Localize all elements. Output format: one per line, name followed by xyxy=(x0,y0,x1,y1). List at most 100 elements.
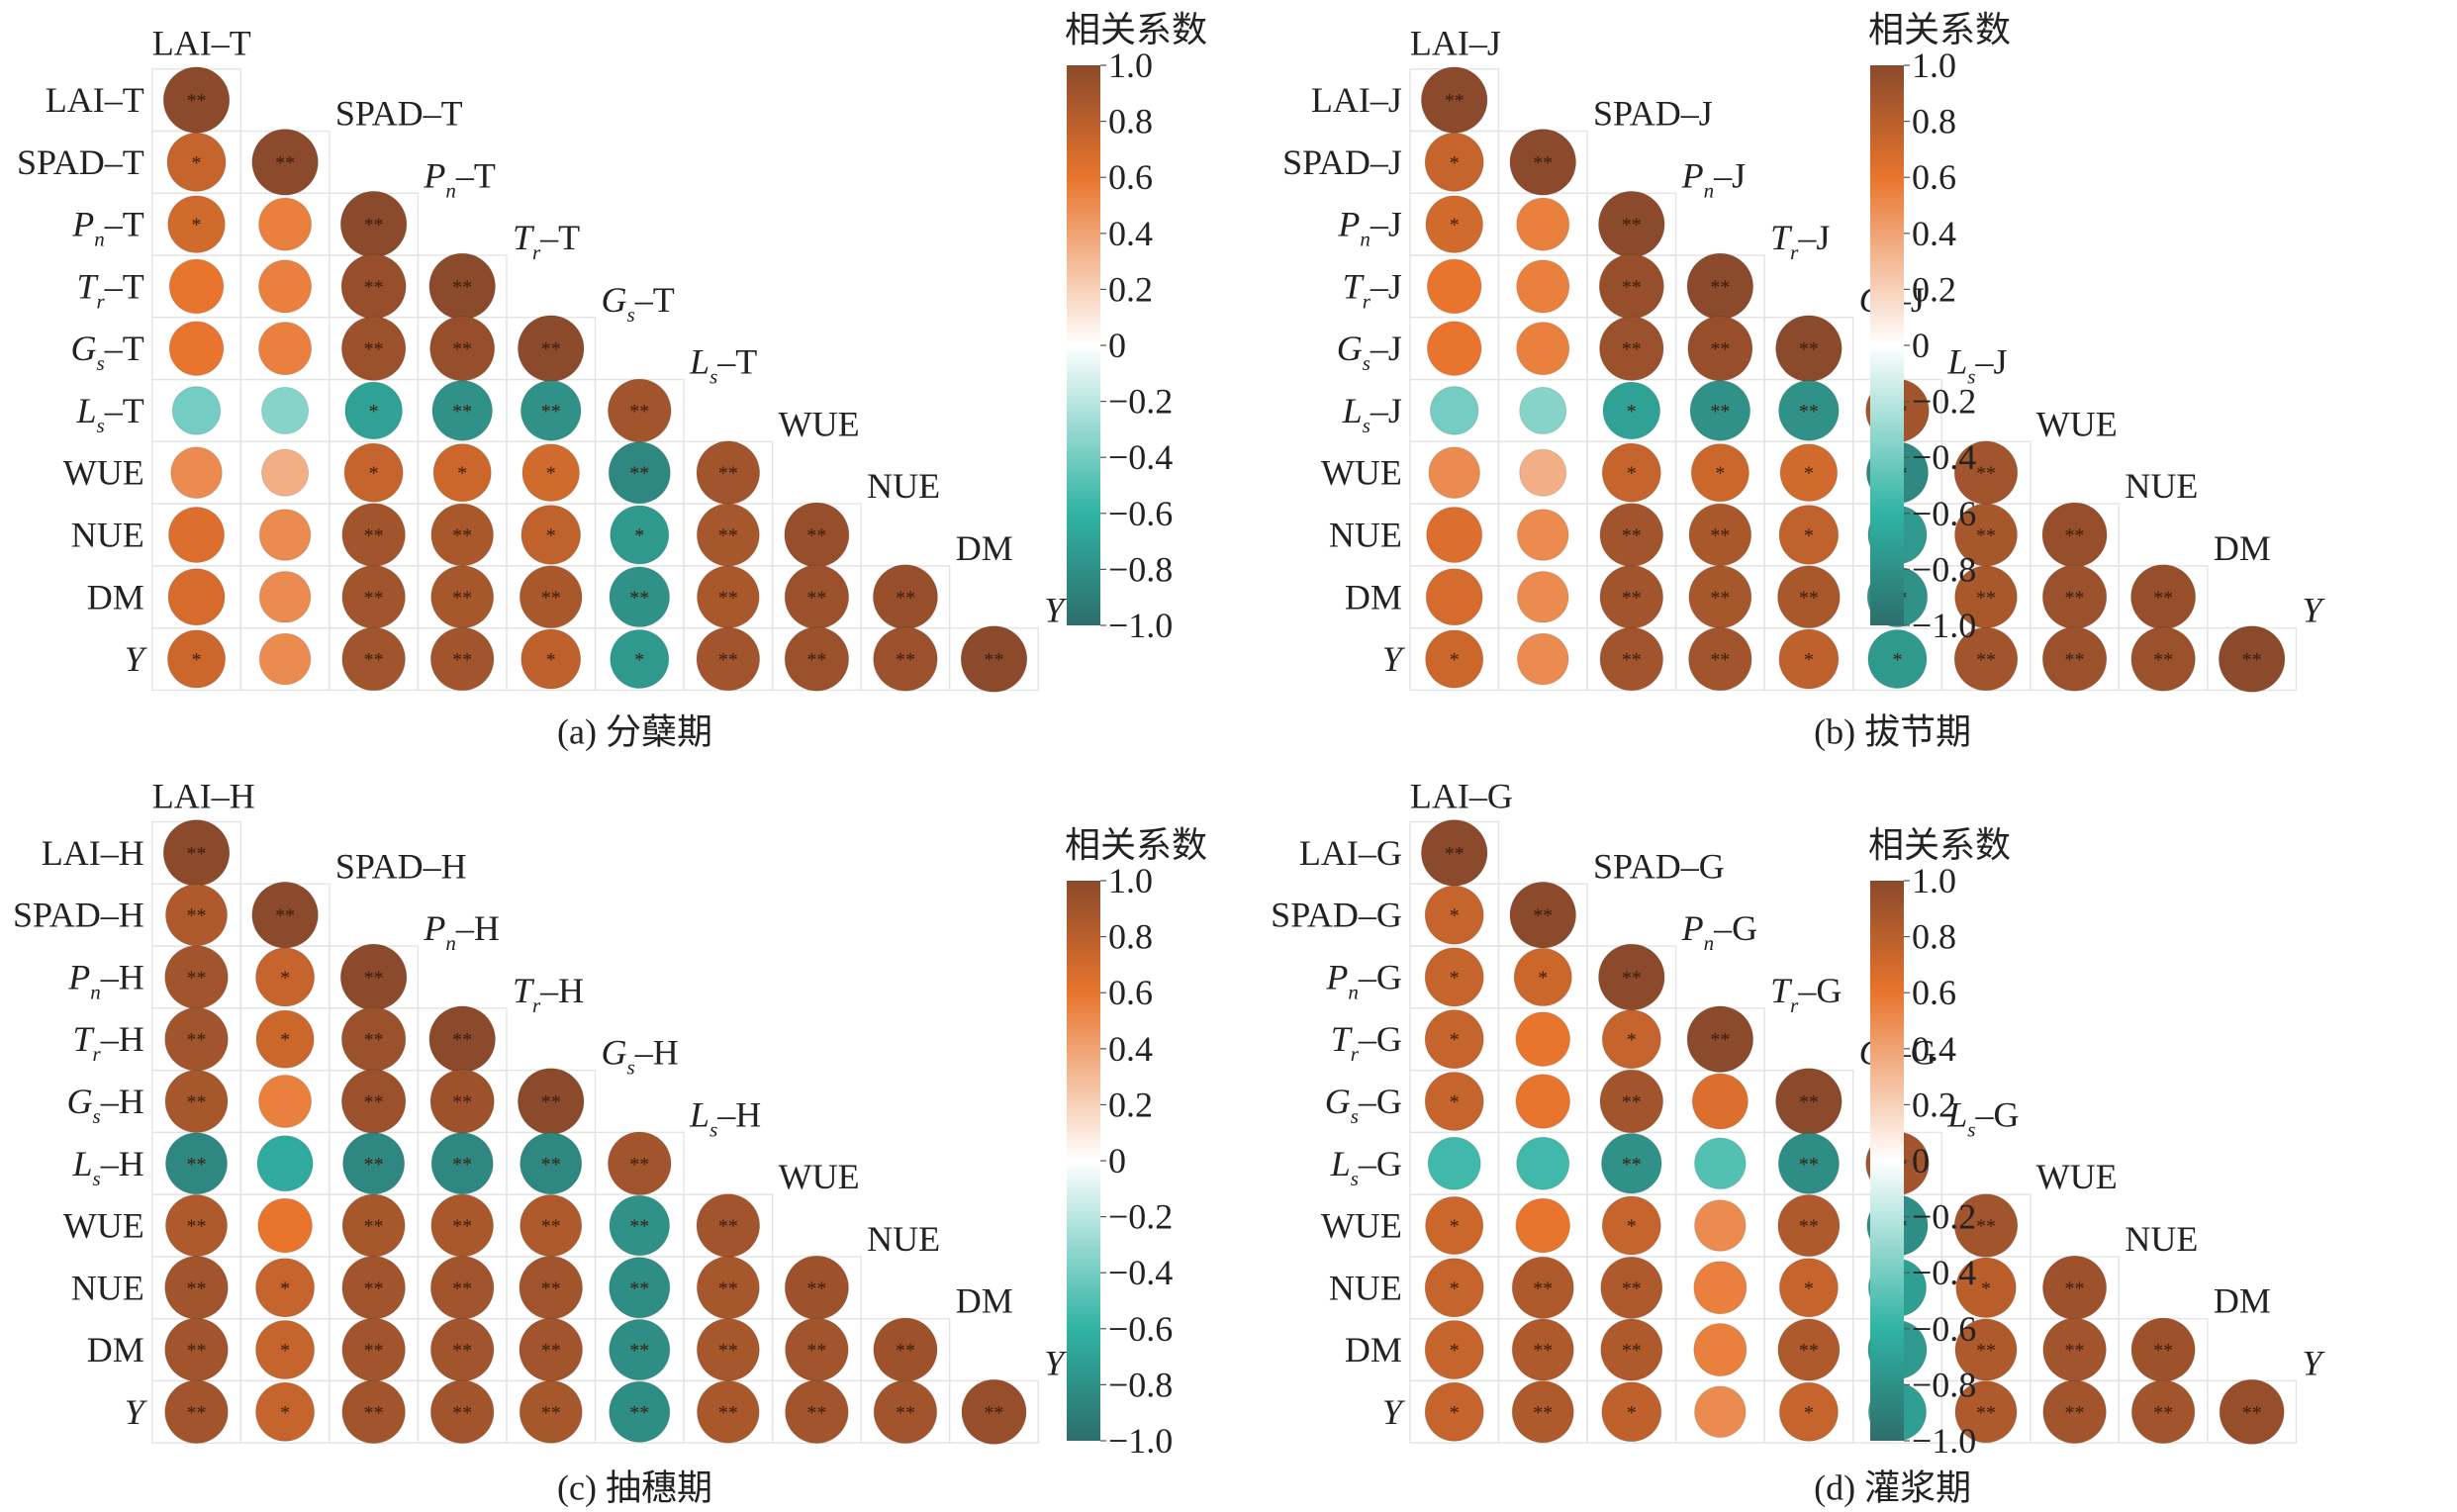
row-label: Tr–G xyxy=(1331,1019,1402,1066)
correlation-circle xyxy=(1954,1318,2018,1381)
correlation-circle xyxy=(1429,386,1479,435)
significance-mark: ** xyxy=(187,843,207,865)
significance-mark: ** xyxy=(896,1340,915,1362)
significance-mark: ** xyxy=(2065,649,2085,671)
colorbar-tick-label: 0 xyxy=(1912,1141,1930,1181)
significance-mark: ** xyxy=(541,1340,561,1362)
correlation-circle xyxy=(1515,1074,1571,1129)
diagonal-label: SPAD–J xyxy=(1593,94,1713,134)
significance-mark: ** xyxy=(2065,1277,2085,1299)
correlation-circle xyxy=(1778,628,1840,690)
significance-mark: * xyxy=(546,649,556,671)
row-label: Tr–H xyxy=(73,1019,144,1066)
correlation-circle xyxy=(609,1194,671,1257)
correlation-circle xyxy=(1693,1261,1748,1315)
correlation-circle xyxy=(340,316,407,381)
correlation-circle xyxy=(1953,626,2019,692)
diagonal-label: DM xyxy=(956,528,1013,568)
correlation-circle xyxy=(1509,129,1577,196)
significance-mark: * xyxy=(1627,1216,1637,1238)
correlation-circle xyxy=(610,505,670,565)
panel-caption: (a) 分蘖期 xyxy=(557,712,712,752)
correlation-circle xyxy=(1690,443,1749,503)
correlation-circle xyxy=(1513,947,1572,1007)
diagonal-label: Ls–J xyxy=(1946,342,2007,389)
row-label: DM xyxy=(1345,577,1402,616)
correlation-circle xyxy=(1426,321,1482,376)
colorbar-tick-label: 1.0 xyxy=(1108,46,1153,85)
colorbar-tick-label: 1.0 xyxy=(1108,861,1153,900)
significance-mark: * xyxy=(1450,649,1460,671)
significance-mark: ** xyxy=(1799,401,1819,423)
colorbar xyxy=(1067,65,1100,625)
significance-mark: ** xyxy=(452,1091,472,1113)
significance-mark: ** xyxy=(1622,967,1642,989)
significance-mark: ** xyxy=(2153,1340,2173,1362)
significance-mark: ** xyxy=(364,1402,384,1424)
colorbar-tick-label: −0.8 xyxy=(1108,1365,1173,1404)
significance-mark: ** xyxy=(1710,276,1730,298)
significance-mark: * xyxy=(369,463,379,485)
significance-mark: ** xyxy=(364,524,384,546)
panel-caption: (b) 拔节期 xyxy=(1814,712,1971,752)
diagonal-label: DM xyxy=(956,1281,1013,1321)
diagonal-label: Gs–T xyxy=(602,280,675,327)
significance-mark: ** xyxy=(1799,338,1819,360)
correlation-circle xyxy=(164,1132,229,1195)
row-label: Ls–H xyxy=(72,1144,144,1190)
correlation-circle xyxy=(1515,1011,1571,1068)
correlation-circle xyxy=(1511,1256,1574,1319)
colorbar-tick-label: −0.4 xyxy=(1912,1253,1976,1292)
correlation-circle xyxy=(609,1380,671,1443)
diagonal-label: Gs–H xyxy=(602,1033,679,1080)
significance-mark: * xyxy=(457,463,467,485)
correlation-circle xyxy=(1599,316,1664,381)
significance-mark: ** xyxy=(1533,1402,1553,1424)
correlation-circle xyxy=(1955,1257,2017,1319)
row-label: Pn–J xyxy=(1337,205,1402,251)
significance-mark: ** xyxy=(1533,905,1553,927)
row-label: Tr–T xyxy=(77,266,144,313)
correlation-circle xyxy=(961,1378,1027,1445)
significance-mark: * xyxy=(369,401,379,423)
colorbar-tick-label: 0.6 xyxy=(1108,157,1153,197)
significance-mark: ** xyxy=(718,649,738,671)
significance-mark: ** xyxy=(629,587,649,609)
correlation-circle xyxy=(1516,570,1569,623)
correlation-circle xyxy=(520,505,582,565)
correlation-circle xyxy=(1428,446,1480,500)
correlation-circle xyxy=(2042,1379,2107,1445)
correlation-circle xyxy=(255,947,316,1007)
row-label: WUE xyxy=(63,1206,144,1246)
colorbar-tick-label: 0.2 xyxy=(1108,269,1153,309)
correlation-circle xyxy=(164,1379,229,1445)
significance-mark: ** xyxy=(452,1216,472,1238)
row-label: SPAD–G xyxy=(1271,896,1402,935)
significance-mark: ** xyxy=(2065,524,2085,546)
correlation-circle xyxy=(784,626,850,692)
significance-mark: ** xyxy=(541,1277,561,1299)
significance-mark: ** xyxy=(541,338,561,360)
significance-mark: ** xyxy=(364,587,384,609)
significance-mark: * xyxy=(1804,1277,1814,1299)
significance-mark: * xyxy=(1450,1340,1460,1362)
colorbar xyxy=(1870,881,1904,1441)
significance-mark: * xyxy=(546,463,556,485)
diagonal-label: Ls–G xyxy=(1946,1094,2019,1141)
correlation-circle xyxy=(1600,1318,1663,1381)
colorbar-tick-label: −1.0 xyxy=(1108,606,1173,645)
diagonal-label: Ls–T xyxy=(689,342,757,389)
significance-mark: ** xyxy=(364,276,384,298)
colorbar-tick-label: 0.8 xyxy=(1912,917,1956,957)
diagonal-label: Tr–H xyxy=(513,971,584,1017)
row-label: DM xyxy=(87,577,144,616)
colorbar-tick-label: −0.4 xyxy=(1108,1253,1173,1292)
correlation-circle xyxy=(1519,386,1567,435)
correlation-circle xyxy=(2218,625,2286,693)
correlation-circle xyxy=(170,446,223,500)
correlation-circle xyxy=(343,442,404,503)
colorbar-tick-label: −1.0 xyxy=(1912,606,1976,645)
colorbar-title: 相关系数 xyxy=(1868,825,2011,865)
correlation-circle xyxy=(1953,1193,2019,1258)
significance-mark: * xyxy=(1804,1402,1814,1424)
